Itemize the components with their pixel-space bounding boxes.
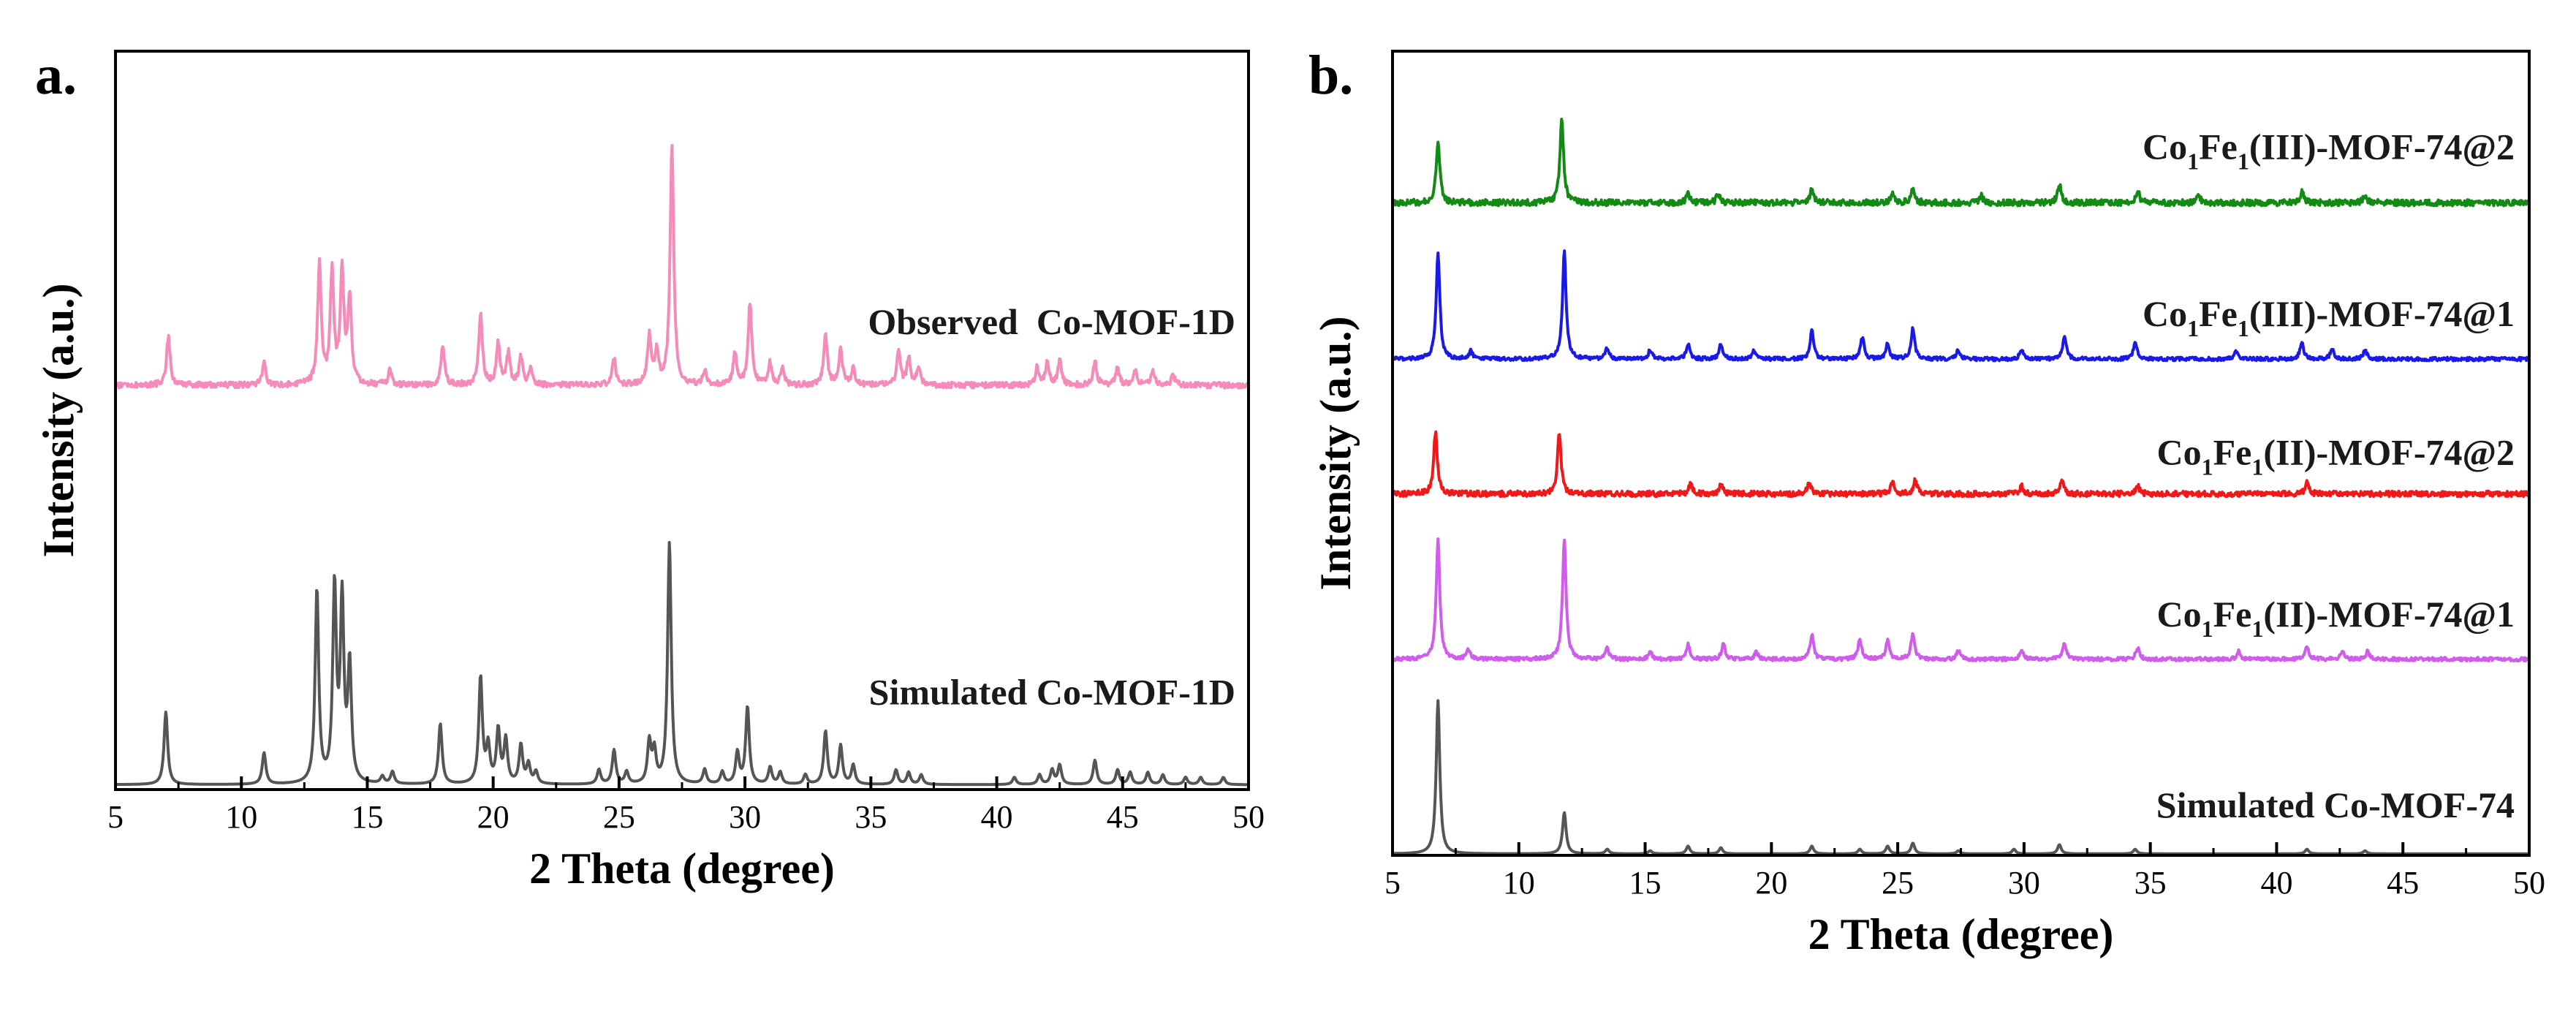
series-label-simulated-co-mof-74: Simulated Co-MOF-74 xyxy=(2156,784,2515,825)
panel-b-x-axis-title: 2 Theta (degree) xyxy=(1808,910,2114,958)
x-tick-label: 50 xyxy=(2513,865,2545,901)
series-line-a-0 xyxy=(115,541,1249,787)
panel-a-letter: a. xyxy=(35,45,77,106)
series-label-cofe-ii-mof-74-1: Co1Fe1(II)-MOF-74@1 xyxy=(2157,594,2515,642)
series-label-cofe-ii-mof-74-2: Co1Fe1(II)-MOF-74@2 xyxy=(2157,432,2515,480)
x-tick-label: 35 xyxy=(855,799,887,835)
x-tick-label: 15 xyxy=(351,799,383,835)
series-label-cofe-iii-mof-74-2: Co1Fe1(III)-MOF-74@2 xyxy=(2143,126,2515,174)
series-line-a-1 xyxy=(114,143,1250,390)
panel-a-y-axis-title: Intensity (a.u.) xyxy=(34,283,83,557)
series-line-b-1 xyxy=(1391,537,2531,663)
x-tick-label: 5 xyxy=(107,799,124,835)
x-tick-label: 30 xyxy=(2008,865,2040,901)
x-tick-label: 20 xyxy=(477,799,509,835)
panel-a-x-ticks: 5 10 15 20 25 30 35 40 45 50 xyxy=(107,776,1265,835)
x-tick-label: 20 xyxy=(1755,865,1787,901)
x-tick-label: 10 xyxy=(225,799,257,835)
x-tick-label: 10 xyxy=(1503,865,1535,901)
panel-a-series-group xyxy=(114,143,1250,787)
x-tick-label: 25 xyxy=(603,799,635,835)
x-tick-label: 15 xyxy=(1629,865,1662,901)
panel-a-x-axis-title: 2 Theta (degree) xyxy=(529,844,835,893)
series-label-cofe-iii-mof-74-1: Co1Fe1(III)-MOF-74@1 xyxy=(2143,293,2515,341)
series-label-simulated-co-mof-1d: Simulated Co-MOF-1D xyxy=(869,671,1235,712)
x-tick-label: 50 xyxy=(1232,799,1265,835)
panel-b-letter: b. xyxy=(1308,45,1353,106)
x-tick-label: 35 xyxy=(2134,865,2167,901)
x-tick-label: 40 xyxy=(981,799,1013,835)
panel-a-chart: a. 5 10 15 20 25 30 35 40 45 50 2 Theta (degree) … xyxy=(34,45,1265,893)
series-line-b-4 xyxy=(1392,118,2531,208)
series-line-b-3 xyxy=(1391,249,2530,363)
series-label-observed-co-mof-1d: Observed Co-MOF-1D xyxy=(868,301,1235,342)
panel-b-y-axis-title: Intensity (a.u.) xyxy=(1311,316,1360,590)
x-tick-label: 25 xyxy=(1882,865,1914,901)
x-tick-label: 30 xyxy=(729,799,761,835)
x-tick-label: 45 xyxy=(1107,799,1139,835)
panel-b-chart: b. 5 10 15 20 25 30 35 40 45 50 2 Theta (degree) … xyxy=(1308,45,2545,958)
series-line-b-2 xyxy=(1391,430,2531,499)
panel-b-x-ticks: 5 10 15 20 25 30 35 40 45 50 xyxy=(1384,842,2545,901)
x-tick-label: 5 xyxy=(1384,865,1401,901)
x-tick-label: 40 xyxy=(2260,865,2292,901)
x-tick-label: 45 xyxy=(2387,865,2419,901)
